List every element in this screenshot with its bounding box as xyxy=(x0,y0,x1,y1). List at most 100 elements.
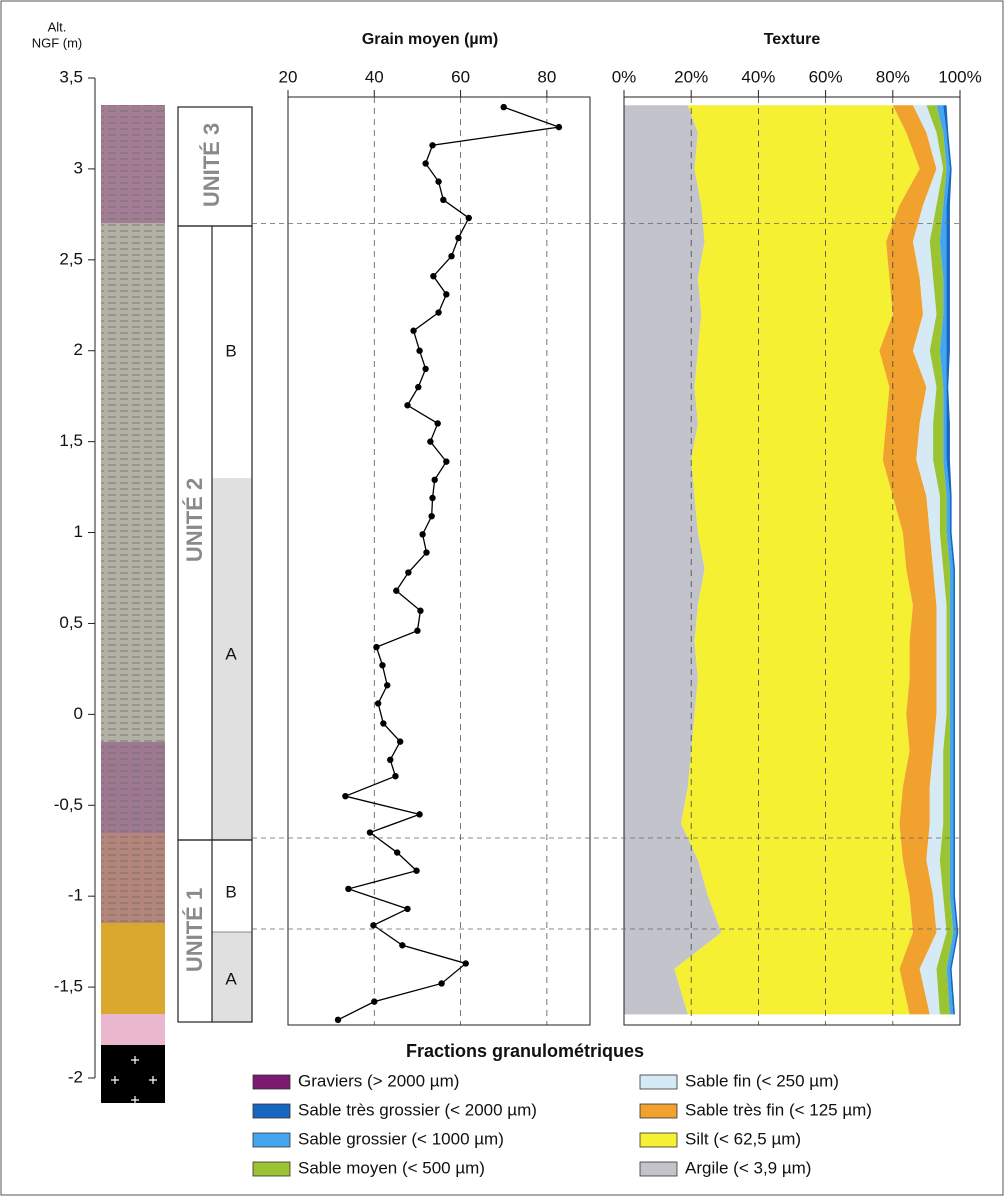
grain-point xyxy=(428,512,435,520)
grain-point xyxy=(384,682,391,689)
grain-point xyxy=(413,867,420,874)
grain-point xyxy=(373,643,380,651)
legend-label: Silt (< 62,5 µm) xyxy=(685,1129,801,1148)
subunit-label: A xyxy=(225,644,237,663)
grain-point xyxy=(430,272,437,280)
grain-point xyxy=(405,569,412,576)
texture-band xyxy=(624,105,722,1015)
y-tick-label: -1,5 xyxy=(54,977,83,996)
grain-point xyxy=(422,160,429,167)
grain-point xyxy=(414,627,421,634)
grain-point xyxy=(410,327,417,334)
grain-point xyxy=(393,587,400,594)
grain-point xyxy=(435,309,442,316)
legend-swatch xyxy=(252,1132,291,1148)
y-tick-label: 3,5 xyxy=(59,67,83,86)
grain-point xyxy=(443,291,450,298)
legend-swatch xyxy=(639,1074,678,1090)
grain-point xyxy=(417,607,424,614)
y-tick-label: -2 xyxy=(68,1067,83,1086)
y-axis-label: Alt. xyxy=(48,19,67,34)
y-tick-label: 2,5 xyxy=(59,249,83,268)
unit-label: UNITÉ 1 xyxy=(182,888,207,972)
chart-title: Texture xyxy=(764,31,821,48)
grain-point xyxy=(342,792,349,800)
unit-label: UNITÉ 3 xyxy=(199,123,224,207)
legend-label: Sable grossier (< 1000 µm) xyxy=(298,1129,504,1148)
y-tick-label: 0,5 xyxy=(59,613,83,632)
x-tick-label: 100% xyxy=(938,67,981,86)
grain-point xyxy=(345,885,352,893)
legend-swatch xyxy=(252,1103,291,1119)
legend-label: Sable fin (< 250 µm) xyxy=(685,1071,839,1090)
texture-band xyxy=(943,105,959,1015)
grain-point xyxy=(429,494,436,502)
y-tick-label: -1 xyxy=(68,886,83,905)
grain-point xyxy=(423,549,430,556)
x-tick-label: 0% xyxy=(612,67,637,86)
grain-point xyxy=(435,178,442,185)
grain-point xyxy=(415,383,422,391)
x-tick-label: 40% xyxy=(741,67,775,86)
legend-swatch xyxy=(252,1074,291,1090)
grain-point xyxy=(500,103,507,111)
legend-label: Graviers (> 2000 µm) xyxy=(298,1071,459,1090)
legend-swatch xyxy=(639,1103,678,1119)
grain-point xyxy=(431,476,438,484)
grain-point xyxy=(443,458,450,465)
texture-band xyxy=(674,105,920,1015)
y-tick-label: 1,5 xyxy=(59,431,83,450)
x-tick-label: 60 xyxy=(451,67,470,86)
grain-point xyxy=(438,980,445,987)
grain-point xyxy=(555,123,563,131)
grain-point xyxy=(380,720,387,727)
legend-label: Sable très grossier (< 2000 µm) xyxy=(298,1100,537,1119)
grain-point xyxy=(366,829,374,836)
legend-swatch xyxy=(639,1161,678,1177)
grain-point xyxy=(427,438,434,445)
y-tick-label: 0 xyxy=(74,704,83,723)
grain-point xyxy=(404,402,411,409)
y-tick-label: 3 xyxy=(74,158,83,177)
y-axis-label: NGF (m) xyxy=(32,35,83,50)
y-tick-label: 2 xyxy=(74,340,83,359)
texture-band xyxy=(936,105,957,1015)
grain-point xyxy=(399,942,406,949)
grain-point xyxy=(465,214,472,222)
grain-point xyxy=(379,662,386,669)
grain-point xyxy=(416,347,423,354)
grain-point xyxy=(434,420,441,427)
texture-band xyxy=(879,105,937,1015)
legend-title: Fractions granulométriques xyxy=(406,1041,644,1061)
grain-point xyxy=(387,756,394,764)
grain-point xyxy=(422,365,429,373)
grain-point xyxy=(404,905,411,913)
texture-band xyxy=(926,105,954,1015)
y-tick-label: 1 xyxy=(74,522,83,541)
legend-label: Sable très fin (< 125 µm) xyxy=(685,1100,872,1119)
y-tick-label: -0,5 xyxy=(54,795,83,814)
grain-point xyxy=(392,772,399,780)
grain-line xyxy=(337,106,560,1021)
x-tick-label: 40 xyxy=(365,67,384,86)
x-tick-label: 80 xyxy=(537,67,556,86)
grain-point xyxy=(419,531,426,538)
legend-label: Sable moyen (< 500 µm) xyxy=(298,1158,485,1177)
grain-point xyxy=(393,849,401,856)
x-tick-label: 80% xyxy=(876,67,910,86)
grain-point xyxy=(455,234,462,242)
subunit-label: B xyxy=(225,882,236,901)
grain-point xyxy=(429,142,436,149)
grain-point xyxy=(462,960,469,967)
x-tick-label: 20% xyxy=(674,67,708,86)
x-tick-label: 20 xyxy=(279,67,298,86)
lithology-column xyxy=(101,105,165,1104)
grain-point xyxy=(396,738,404,745)
subunit-label: B xyxy=(225,341,236,360)
subunit-label: A xyxy=(225,969,237,988)
unit-boxes xyxy=(177,106,253,1023)
legend-swatch xyxy=(252,1161,291,1177)
unit-label: UNITÉ 2 xyxy=(182,478,207,562)
legend-swatch xyxy=(639,1132,678,1148)
